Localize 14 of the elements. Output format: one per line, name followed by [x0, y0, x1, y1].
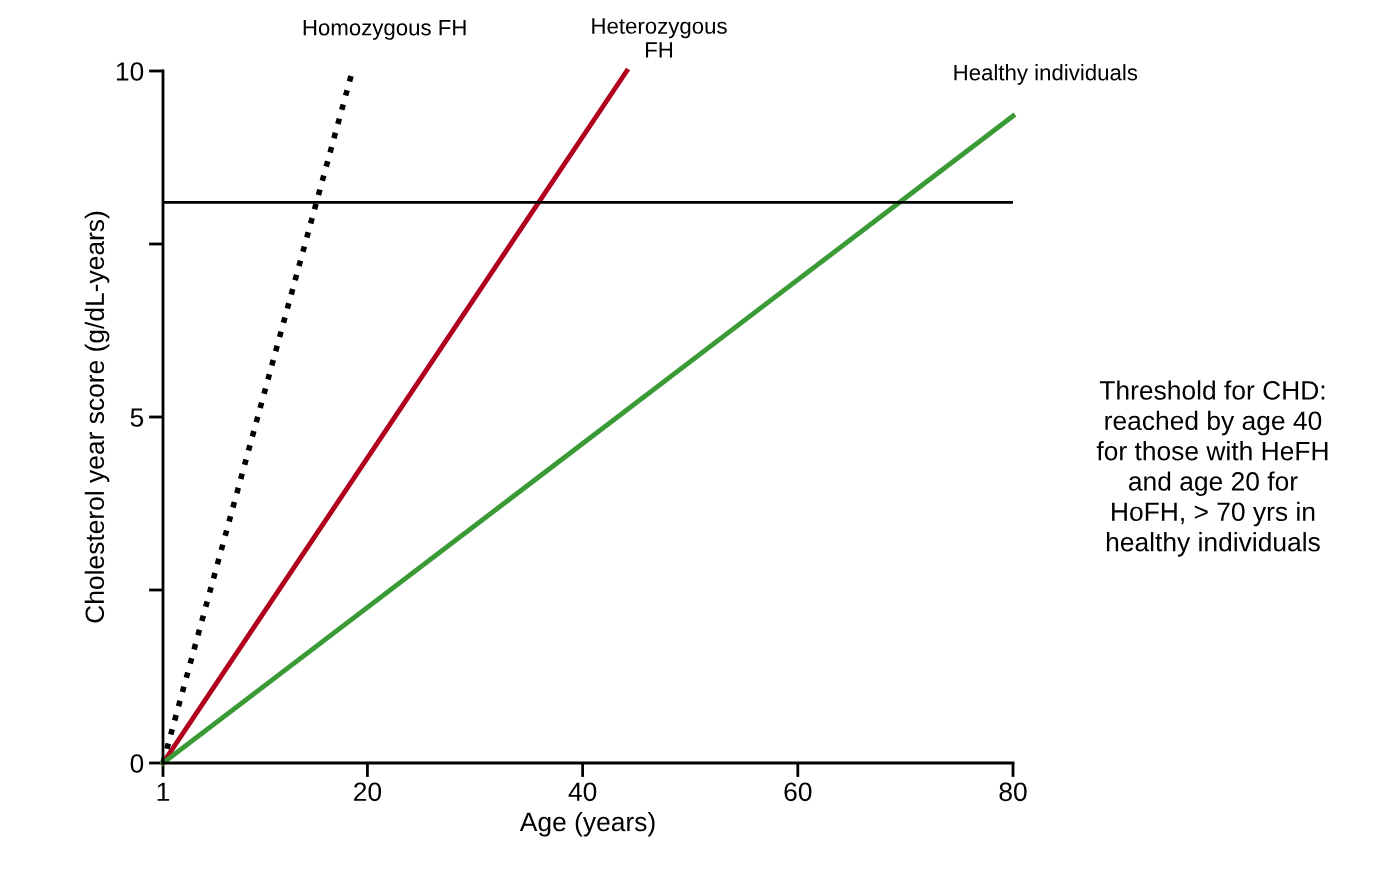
- x-tick-label: 80: [999, 782, 1027, 802]
- y-tick-label: 0: [130, 754, 144, 773]
- text: Homozygous FH: [303, 19, 466, 40]
- y-tick-label: 10: [116, 62, 144, 81]
- text: Threshold for CHD: reached by age 40 for those with HeFH and age 20 for HoFH, > 70 yrs in healthy individuals: [1096, 380, 1328, 557]
- x-tick-label: 60: [784, 782, 812, 802]
- series-label: Heterozygous FH: [592, 18, 727, 58]
- x-tick-label: 20: [354, 782, 382, 802]
- y-tick-label: 5: [130, 408, 144, 427]
- x-tick-label: 40: [568, 782, 597, 802]
- text: Healthy individuals: [954, 64, 1138, 85]
- x-axis-title: Age (years): [519, 811, 655, 837]
- x-tick-label: 1: [157, 782, 170, 801]
- y-axis-title: Cholesterol year score (g/dL-years): [84, 211, 110, 623]
